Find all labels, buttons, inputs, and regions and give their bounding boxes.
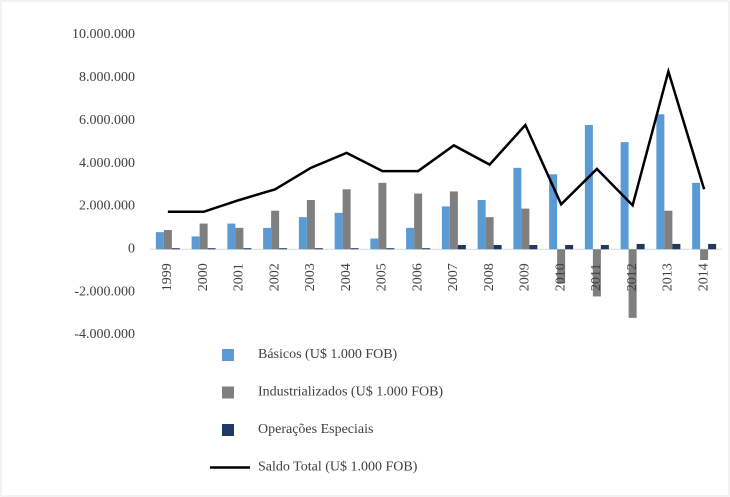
legend-swatch xyxy=(222,424,234,436)
bar xyxy=(529,245,538,250)
bar xyxy=(700,249,709,260)
bar xyxy=(342,189,351,250)
bar xyxy=(672,243,681,250)
y-tick-label: 2.000.000 xyxy=(79,199,135,214)
bar xyxy=(692,182,701,250)
x-tick-label: 2006 xyxy=(410,263,425,291)
bar xyxy=(314,248,323,250)
x-tick-label: 2003 xyxy=(303,263,318,291)
bar xyxy=(441,206,450,250)
line xyxy=(167,66,706,214)
bar xyxy=(600,245,609,250)
bar xyxy=(592,249,601,297)
y-tick-label: 0 xyxy=(128,242,135,257)
legend-label: Saldo Total (U$ 1.000 FOB) xyxy=(258,460,418,475)
y-tick-label: 10.000.000 xyxy=(72,27,135,42)
bar xyxy=(664,210,673,250)
bar xyxy=(628,249,637,318)
x-tick-label: 2000 xyxy=(196,263,211,291)
bar xyxy=(521,208,530,250)
legend-swatch xyxy=(222,349,234,361)
bar xyxy=(263,227,272,250)
bar xyxy=(378,182,387,250)
y-tick-label: 8.000.000 xyxy=(79,70,135,85)
bar xyxy=(298,217,307,250)
bar xyxy=(334,212,343,250)
legend-label: Básicos (U$ 1.000 FOB) xyxy=(258,347,398,362)
bar xyxy=(449,191,458,250)
bar xyxy=(171,248,180,250)
bar xyxy=(227,223,236,250)
bar xyxy=(513,167,522,250)
bar xyxy=(477,200,486,250)
x-tick-label: 1999 xyxy=(160,263,175,291)
bar xyxy=(584,125,593,250)
bar xyxy=(271,210,280,250)
bar xyxy=(163,230,172,250)
x-tick-label: 2010 xyxy=(553,263,568,291)
bar xyxy=(191,236,200,250)
bar xyxy=(422,248,431,250)
bar xyxy=(370,238,379,250)
legend-label: Operações Especiais xyxy=(258,422,373,437)
bar xyxy=(235,227,244,250)
bar xyxy=(243,248,252,250)
legend-swatch xyxy=(222,386,234,399)
y-tick-label: 4.000.000 xyxy=(79,156,135,171)
x-tick-label: 2007 xyxy=(446,263,461,291)
x-tick-label: 2002 xyxy=(267,263,282,291)
x-tick-label: 2014 xyxy=(696,263,711,291)
bar xyxy=(279,248,288,250)
x-tick-label: 2009 xyxy=(518,263,533,291)
bar xyxy=(306,200,315,250)
x-tick-label: 2005 xyxy=(375,263,390,291)
x-tick-label: 2001 xyxy=(232,263,247,291)
x-tick-label: 2008 xyxy=(482,263,497,291)
bar xyxy=(485,217,494,250)
bar xyxy=(457,245,466,250)
bar xyxy=(386,248,395,250)
y-tick-label: -4.000.000 xyxy=(74,327,135,342)
x-tick-label: 2004 xyxy=(339,263,354,291)
y-tick-label: -2.000.000 xyxy=(74,284,135,299)
x-tick-label: 2013 xyxy=(661,263,676,291)
bar xyxy=(155,232,164,250)
bar xyxy=(350,248,359,250)
bar xyxy=(406,227,415,250)
bar xyxy=(414,193,423,250)
bar xyxy=(557,249,566,284)
bar xyxy=(199,223,208,250)
bar xyxy=(207,248,216,250)
bar xyxy=(565,245,574,250)
x-tick-label: 2012 xyxy=(625,263,640,291)
bar xyxy=(636,243,645,250)
bar xyxy=(493,245,502,250)
legend-label: Industrializados (U$ 1.000 FOB) xyxy=(258,385,443,400)
bar xyxy=(549,174,558,250)
y-tick-label: 6.000.000 xyxy=(79,113,135,128)
bar xyxy=(656,114,665,250)
x-tick-label: 2011 xyxy=(589,264,604,291)
bar xyxy=(708,243,717,250)
